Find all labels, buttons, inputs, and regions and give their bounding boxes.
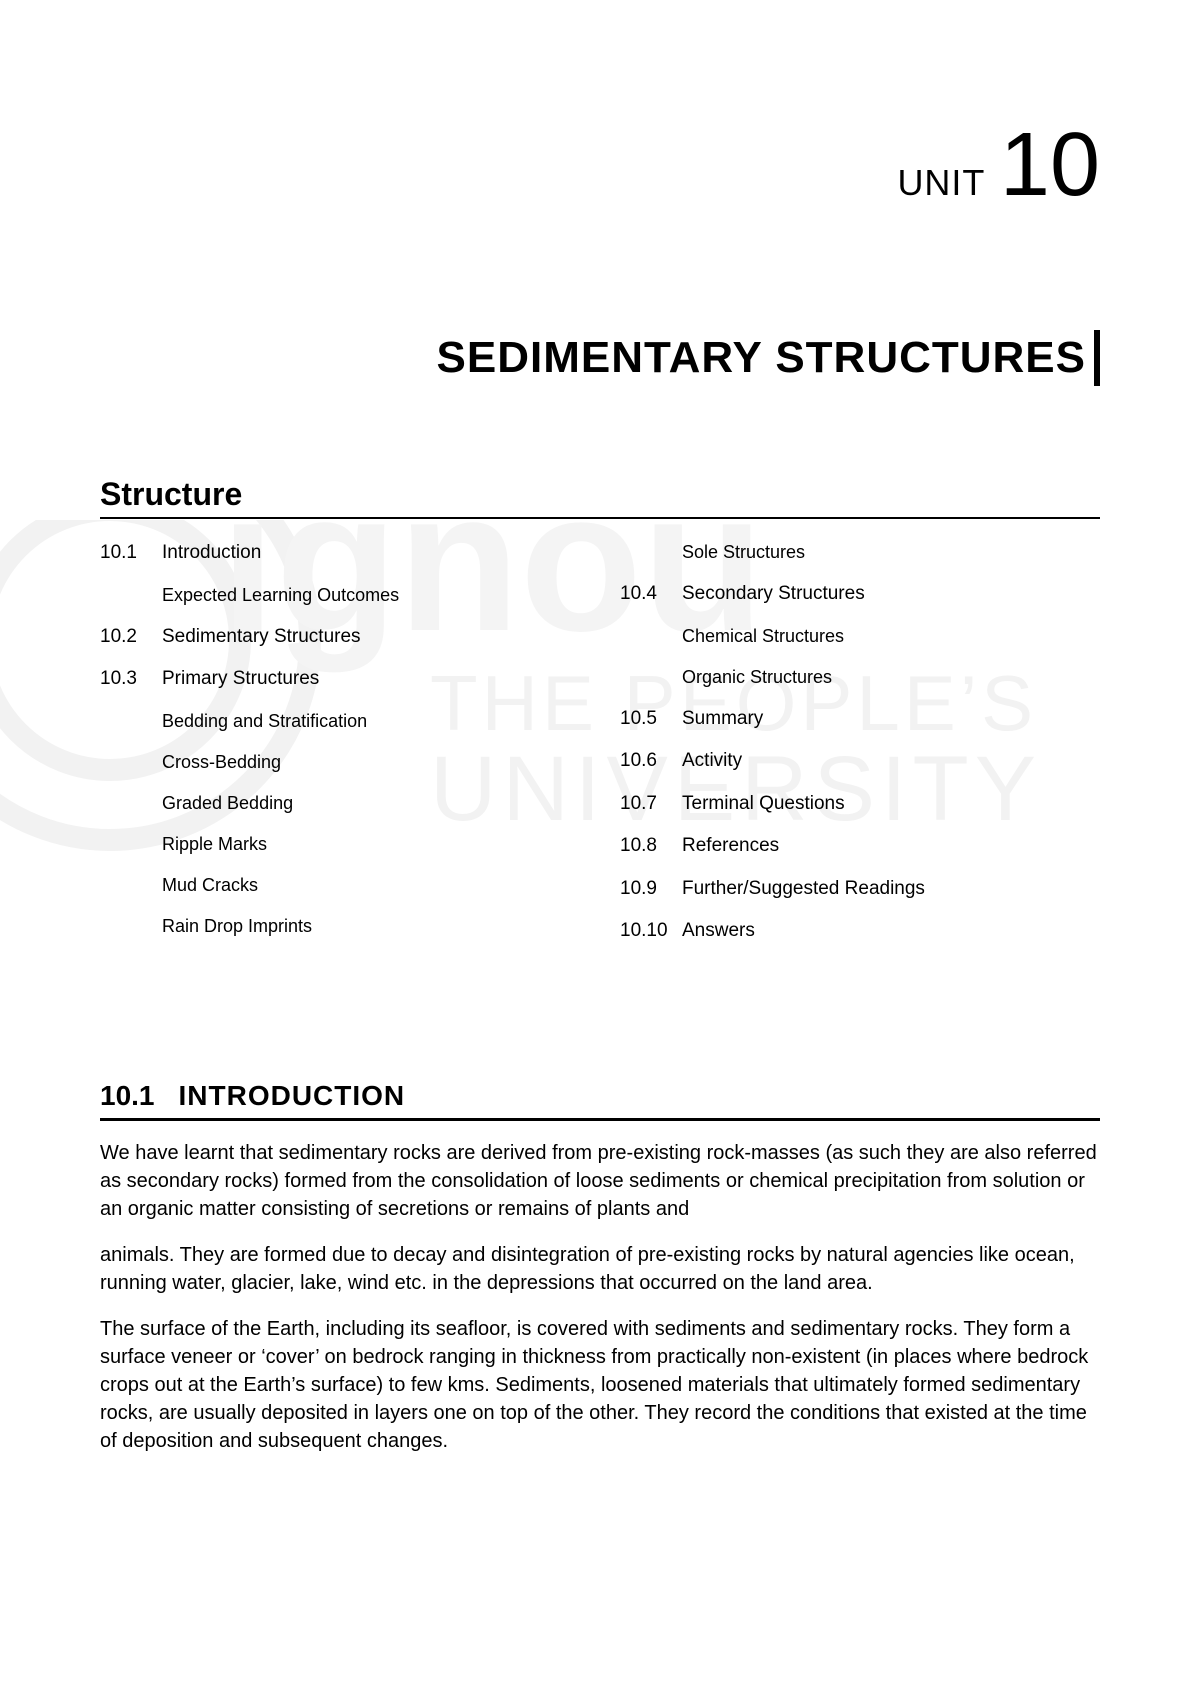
toc-item-text: References <box>682 832 1100 861</box>
toc-item: 10.8References <box>620 832 1100 861</box>
toc-item-number <box>100 708 162 735</box>
toc-item-text: Organic Structures <box>682 664 1100 691</box>
toc-item-number <box>620 664 682 691</box>
toc-item: Sole Structures <box>620 539 1100 566</box>
toc-item-number <box>100 831 162 858</box>
toc-item-text: Activity <box>682 747 1100 776</box>
toc-item: Mud Cracks <box>100 872 580 899</box>
unit-label: UNIT <box>897 162 985 204</box>
toc-item: 10.10Answers <box>620 917 1100 946</box>
paragraph: The surface of the Earth, including its … <box>100 1315 1100 1455</box>
toc-item-number: 10.4 <box>620 580 682 609</box>
table-of-contents: 10.1Introduction Expected Learning Outcom… <box>100 539 1100 960</box>
toc-item-number <box>100 790 162 817</box>
toc-item-number: 10.5 <box>620 705 682 734</box>
toc-item: Chemical Structures <box>620 623 1100 650</box>
toc-item-number <box>100 749 162 776</box>
toc-item: Ripple Marks <box>100 831 580 858</box>
toc-item: 10.7Terminal Questions <box>620 790 1100 819</box>
toc-item: Organic Structures <box>620 664 1100 691</box>
toc-item-text: Graded Bedding <box>162 790 580 817</box>
toc-item-text: Summary <box>682 705 1100 734</box>
toc-item-number: 10.2 <box>100 623 162 652</box>
title-bar-decoration <box>1094 330 1100 386</box>
toc-item: 10.2Sedimentary Structures <box>100 623 580 652</box>
toc-item-number <box>620 539 682 566</box>
unit-header: UNIT 10 <box>100 120 1100 210</box>
toc-item-number: 10.7 <box>620 790 682 819</box>
toc-item-number <box>100 872 162 899</box>
toc-item: 10.6Activity <box>620 747 1100 776</box>
toc-item-text: Primary Structures <box>162 665 580 694</box>
toc-item-number: 10.8 <box>620 832 682 861</box>
toc-item-number: 10.9 <box>620 875 682 904</box>
toc-item-text: Answers <box>682 917 1100 946</box>
toc-item-number <box>620 623 682 650</box>
toc-item: Rain Drop Imprints <box>100 913 580 940</box>
section-title: INTRODUCTION <box>179 1080 406 1112</box>
toc-left-column: 10.1Introduction Expected Learning Outcom… <box>100 539 580 960</box>
toc-item: 10.4Secondary Structures <box>620 580 1100 609</box>
toc-item: 10.9Further/Suggested Readings <box>620 875 1100 904</box>
toc-item-text: Further/Suggested Readings <box>682 875 1100 904</box>
toc-item-text: Chemical Structures <box>682 623 1100 650</box>
unit-number: 10 <box>1000 120 1100 210</box>
toc-item-text: Sole Structures <box>682 539 1100 566</box>
toc-item-text: Secondary Structures <box>682 580 1100 609</box>
toc-item: Bedding and Stratification <box>100 708 580 735</box>
toc-item: Expected Learning Outcomes <box>100 582 580 609</box>
page-content: UNIT 10 SEDIMENTARY STRUCTURES Structure… <box>0 0 1200 1455</box>
toc-item-text: Bedding and Stratification <box>162 708 580 735</box>
toc-item-text: Rain Drop Imprints <box>162 913 580 940</box>
paragraph: We have learnt that sedimentary rocks ar… <box>100 1139 1100 1223</box>
toc-item-text: Mud Cracks <box>162 872 580 899</box>
toc-item-number: 10.6 <box>620 747 682 776</box>
toc-item-number: 10.1 <box>100 539 162 568</box>
toc-item-number: 10.3 <box>100 665 162 694</box>
toc-item-number <box>100 582 162 609</box>
toc-item: 10.3Primary Structures <box>100 665 580 694</box>
toc-item: 10.1Introduction <box>100 539 580 568</box>
toc-item-text: Terminal Questions <box>682 790 1100 819</box>
title-row: SEDIMENTARY STRUCTURES <box>100 330 1100 386</box>
body-text: We have learnt that sedimentary rocks ar… <box>100 1139 1100 1455</box>
toc-item-number: 10.10 <box>620 917 682 946</box>
section-heading: 10.1 INTRODUCTION <box>100 1080 1100 1121</box>
toc-item-text: Cross-Bedding <box>162 749 580 776</box>
toc-item-number <box>100 913 162 940</box>
section-number: 10.1 <box>100 1080 155 1112</box>
paragraph: animals. They are formed due to decay an… <box>100 1241 1100 1297</box>
toc-item-text: Sedimentary Structures <box>162 623 580 652</box>
toc-item-text: Ripple Marks <box>162 831 580 858</box>
toc-item-text: Expected Learning Outcomes <box>162 582 580 609</box>
toc-item-text: Introduction <box>162 539 580 568</box>
main-title: SEDIMENTARY STRUCTURES <box>437 333 1086 383</box>
toc-right-column: Sole Structures10.4Secondary StructuresC… <box>620 539 1100 960</box>
toc-item: Graded Bedding <box>100 790 580 817</box>
toc-item: Cross-Bedding <box>100 749 580 776</box>
toc-item: 10.5Summary <box>620 705 1100 734</box>
structure-heading: Structure <box>100 476 1100 519</box>
